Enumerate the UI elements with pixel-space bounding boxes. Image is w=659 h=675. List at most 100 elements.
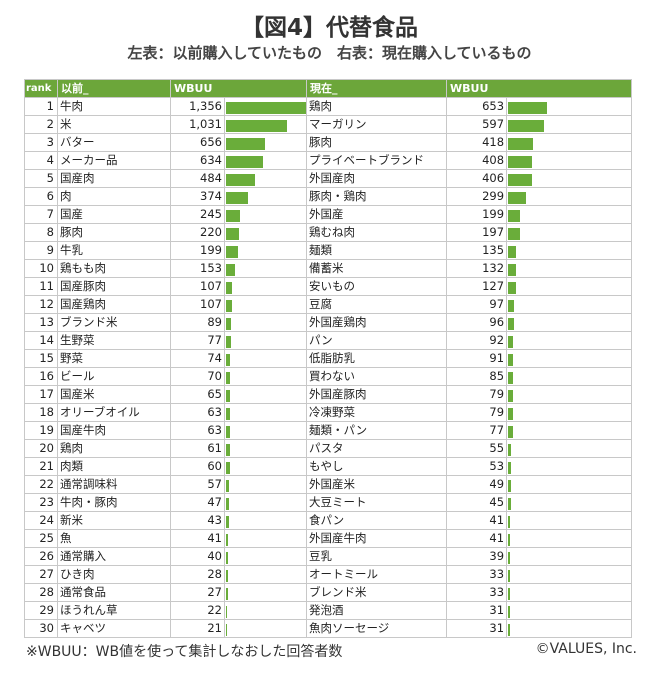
- header-before-value: WBUU: [169, 79, 308, 98]
- before-bar-cell: [223, 367, 308, 386]
- before-bar-cell: [223, 475, 308, 494]
- rank-cell: 17: [24, 385, 58, 404]
- before-bar: [226, 371, 230, 384]
- table-row: 13 ブランド米 89 外国産鶏肉 96: [24, 313, 633, 332]
- before-value: 57: [170, 475, 225, 494]
- now-label: 発泡酒: [306, 601, 448, 620]
- now-value: 597: [446, 115, 508, 134]
- now-label: 魚肉ソーセージ: [306, 619, 448, 638]
- now-bar-cell: [506, 601, 633, 620]
- now-bar: [508, 137, 534, 150]
- before-bar: [226, 227, 239, 240]
- before-label: バター: [57, 133, 171, 152]
- now-bar: [508, 317, 515, 330]
- data-table: rank 以前_ WBUU 現在_ WBUU 1 牛肉 1,356 鶏肉 653 2 米 1,…: [24, 79, 633, 638]
- before-bar: [226, 443, 230, 456]
- now-bar: [508, 155, 533, 168]
- now-label: パン: [306, 331, 448, 350]
- before-bar: [226, 569, 228, 582]
- now-value: 408: [446, 151, 508, 170]
- rank-cell: 22: [24, 475, 58, 494]
- before-label: 通常購入: [57, 547, 171, 566]
- before-value: 245: [170, 205, 225, 224]
- before-value: 63: [170, 421, 225, 440]
- now-bar-cell: [506, 205, 633, 224]
- now-bar: [508, 173, 533, 186]
- before-bar-cell: [223, 205, 308, 224]
- before-bar-cell: [223, 97, 308, 116]
- before-bar: [226, 299, 232, 312]
- table-row: 20 鶏肉 61 パスタ 55: [24, 439, 633, 458]
- before-bar: [226, 515, 229, 528]
- now-value: 39: [446, 547, 508, 566]
- rank-cell: 29: [24, 601, 58, 620]
- rank-cell: 6: [24, 187, 58, 206]
- table-row: 26 通常購入 40 豆乳 39: [24, 547, 633, 566]
- now-bar-cell: [506, 547, 633, 566]
- before-value: 220: [170, 223, 225, 242]
- table-row: 29 ほうれん草 22 発泡酒 31: [24, 601, 633, 620]
- rank-cell: 7: [24, 205, 58, 224]
- now-bar: [508, 245, 517, 258]
- now-value: 406: [446, 169, 508, 188]
- before-label: 牛肉・豚肉: [57, 493, 171, 512]
- table-row: 2 米 1,031 マーガリン 597: [24, 115, 633, 134]
- table-row: 22 通常調味料 57 外国産米 49: [24, 475, 633, 494]
- table-row: 18 オリーブオイル 63 冷凍野菜 79: [24, 403, 633, 422]
- table-row: 23 牛肉・豚肉 47 大豆ミート 45: [24, 493, 633, 512]
- now-label: 豆腐: [306, 295, 448, 314]
- now-label: 鶏肉: [306, 97, 448, 116]
- now-bar: [508, 623, 511, 636]
- now-label: 麺類: [306, 241, 448, 260]
- now-label: 外国産鶏肉: [306, 313, 448, 332]
- rank-cell: 5: [24, 169, 58, 188]
- table-row: 5 国産肉 484 外国産肉 406: [24, 169, 633, 188]
- before-label: ひき肉: [57, 565, 171, 584]
- before-bar: [226, 209, 240, 222]
- before-label: 通常食品: [57, 583, 171, 602]
- before-bar: [226, 425, 230, 438]
- before-label: オリーブオイル: [57, 403, 171, 422]
- now-label: 外国産牛肉: [306, 529, 448, 548]
- now-bar-cell: [506, 457, 633, 476]
- before-bar-cell: [223, 133, 308, 152]
- now-label: 豆乳: [306, 547, 448, 566]
- now-bar: [508, 101, 548, 114]
- now-bar-cell: [506, 115, 633, 134]
- rank-cell: 23: [24, 493, 58, 512]
- now-label: 買わない: [306, 367, 448, 386]
- before-bar-cell: [223, 115, 308, 134]
- before-value: 484: [170, 169, 225, 188]
- before-label: 肉類: [57, 457, 171, 476]
- now-bar-cell: [506, 511, 633, 530]
- table-row: 17 国産米 65 外国産豚肉 79: [24, 385, 633, 404]
- before-bar-cell: [223, 619, 308, 638]
- now-bar-cell: [506, 385, 633, 404]
- now-value: 31: [446, 601, 508, 620]
- now-label: ブレンド米: [306, 583, 448, 602]
- before-bar: [226, 407, 230, 420]
- now-value: 33: [446, 565, 508, 584]
- before-bar-cell: [223, 277, 308, 296]
- header-row: rank 以前_ WBUU 現在_ WBUU: [24, 79, 633, 98]
- table-row: 10 鶏もも肉 153 備蓄米 132: [24, 259, 633, 278]
- before-label: 国産豚肉: [57, 277, 171, 296]
- now-bar-cell: [506, 583, 633, 602]
- now-value: 197: [446, 223, 508, 242]
- before-value: 28: [170, 565, 225, 584]
- now-value: 92: [446, 331, 508, 350]
- before-bar-cell: [223, 349, 308, 368]
- now-value: 79: [446, 385, 508, 404]
- before-label: 国産鶏肉: [57, 295, 171, 314]
- rank-cell: 27: [24, 565, 58, 584]
- before-bar: [226, 479, 229, 492]
- now-bar-cell: [506, 259, 633, 278]
- now-bar: [508, 569, 511, 582]
- now-label: 外国産肉: [306, 169, 448, 188]
- before-bar-cell: [223, 403, 308, 422]
- rank-cell: 3: [24, 133, 58, 152]
- before-bar: [226, 461, 230, 474]
- before-bar: [226, 119, 287, 132]
- before-bar: [226, 101, 306, 114]
- before-label: 生野菜: [57, 331, 171, 350]
